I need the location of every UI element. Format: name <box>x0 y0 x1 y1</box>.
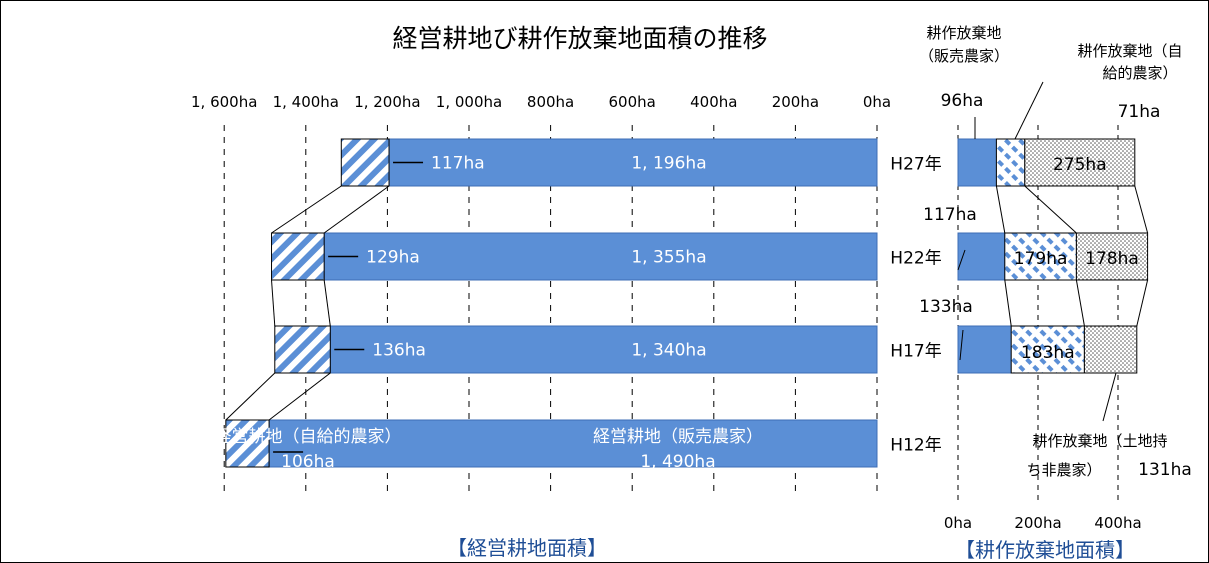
left-sales-value-label: 1, 490ha <box>640 452 715 472</box>
right-connector-line <box>1075 279 1085 327</box>
right-leader-line <box>959 329 964 361</box>
left-x-tick-label: 400ha <box>690 93 737 111</box>
right-x-tick-label: 400ha <box>1094 514 1141 532</box>
callout-sales-line1: 耕作放棄地 <box>926 24 1001 42</box>
left-sales-value-label: 1, 340ha <box>631 341 706 361</box>
left-gridlines <box>223 125 878 497</box>
left-self-value-label: 136ha <box>372 341 426 361</box>
right-bar-nonfarm <box>1083 325 1138 374</box>
right-chart-caption: 【耕作放棄地面積】 <box>955 538 1135 562</box>
right-connector-line <box>1004 279 1012 327</box>
left-bar-sales <box>268 419 878 468</box>
left-connector-line <box>323 185 390 234</box>
right-connector-line <box>1134 185 1149 234</box>
right-connector-line <box>1136 279 1149 327</box>
left-self-value-label: 106ha <box>281 452 335 472</box>
year-label: H22年 <box>890 249 941 269</box>
year-label: H12年 <box>890 436 941 456</box>
right-leader-line <box>1014 81 1044 140</box>
left-bar-self <box>225 419 270 468</box>
left-x-tick-label: 0ha <box>863 93 891 111</box>
left-connector-line <box>271 279 276 327</box>
left-self-value-label: 129ha <box>366 248 420 268</box>
right-bar-sales <box>957 138 997 187</box>
right-x-tick-label: 200ha <box>1014 514 1061 532</box>
callout-self-line2: 給的農家） <box>1102 64 1177 82</box>
year-label: H17年 <box>890 342 941 362</box>
right-bar-nonfarm <box>1024 138 1136 187</box>
left-x-tick-label: 1, 600ha <box>191 93 257 111</box>
right-bar-nonfarm <box>1075 232 1149 281</box>
left-x-tick-label: 800ha <box>527 93 574 111</box>
year-label: H27年 <box>890 155 941 175</box>
right-nonfarm-value-label: 131ha <box>1138 460 1192 480</box>
year-labels: H27年 H22年 H17年 H12年 <box>890 155 941 456</box>
left-bar-self <box>274 325 331 374</box>
right-self-value-label: 71ha <box>1118 102 1161 122</box>
left-sales-value-label: 1, 355ha <box>631 248 706 268</box>
left-bar-self <box>271 232 325 281</box>
left-x-tick-label: 1, 400ha <box>273 93 339 111</box>
left-connector-line <box>225 372 276 421</box>
left-x-tick-label: 1, 200ha <box>354 93 420 111</box>
right-connector-line <box>995 185 1006 234</box>
right-sales-value-label: 96ha <box>941 91 984 111</box>
right-self-value-label: 183ha <box>1021 343 1075 363</box>
right-nonfarm-value-label: 178ha <box>1085 249 1139 269</box>
right-leader-line <box>957 249 966 271</box>
left-sales-value-label: 1, 196ha <box>631 154 706 174</box>
right-bar-self <box>1010 325 1085 374</box>
right-self-value-label: 179ha <box>1014 249 1068 269</box>
right-bar-self <box>1004 232 1077 281</box>
right-bar-sales <box>957 232 1006 281</box>
left-connector-line <box>323 279 331 327</box>
callout-self-line1: 耕作放棄地（自 <box>1077 42 1182 60</box>
callout-nonfarm-line2: ち非農家） <box>1026 461 1101 479</box>
left-self-value-label: 117ha <box>431 154 485 174</box>
right-bar-sales <box>957 325 1012 374</box>
right-gridlines <box>957 125 1119 505</box>
left-connector-line <box>268 372 331 421</box>
left-x-tick-label: 1, 000ha <box>436 93 502 111</box>
right-nonfarm-value-label: 275ha <box>1053 155 1107 175</box>
chart-title: 経営耕地び耕作放棄地面積の推移 <box>392 24 767 53</box>
left-connector-line <box>271 185 342 234</box>
right-sales-value-label: 133ha <box>919 297 973 317</box>
left-bars <box>225 138 878 468</box>
callout-sales-line2: （販売農家） <box>919 47 1009 65</box>
left-x-tick-label: 600ha <box>609 93 656 111</box>
right-bars <box>957 138 1149 374</box>
left-data-labels: 1, 196ha 117ha 1, 355ha 129ha 1, 340ha 136ha 経… <box>215 154 764 473</box>
right-bar-self <box>995 138 1026 187</box>
right-x-tick-label: 0ha <box>944 514 972 532</box>
right-x-axis: 0ha 200ha 400ha <box>944 514 1142 532</box>
left-chart-caption: 【経営耕地面積】 <box>447 536 607 560</box>
left-bar-sales <box>323 232 878 281</box>
left-bar-self <box>340 138 390 187</box>
callout-nonfarm-line1: 耕作放棄地（土地持 <box>1032 432 1167 450</box>
right-leader-line <box>1102 372 1117 422</box>
left-self-series-name: 経営耕地（自給的農家） <box>215 427 402 447</box>
left-x-axis: 1, 600ha 1, 400ha 1, 200ha 1, 000ha 800ha 600… <box>191 93 891 111</box>
left-sales-series-name: 経営耕地（販売農家） <box>593 427 763 447</box>
left-bar-sales <box>329 325 878 374</box>
right-connector-line <box>1024 185 1077 234</box>
right-sales-value-label: 117ha <box>923 205 977 225</box>
right-data-labels: 96ha 117ha 133ha 71ha 179ha 183ha 275ha 178ha 13… <box>919 81 1192 480</box>
left-x-tick-label: 200ha <box>772 93 819 111</box>
